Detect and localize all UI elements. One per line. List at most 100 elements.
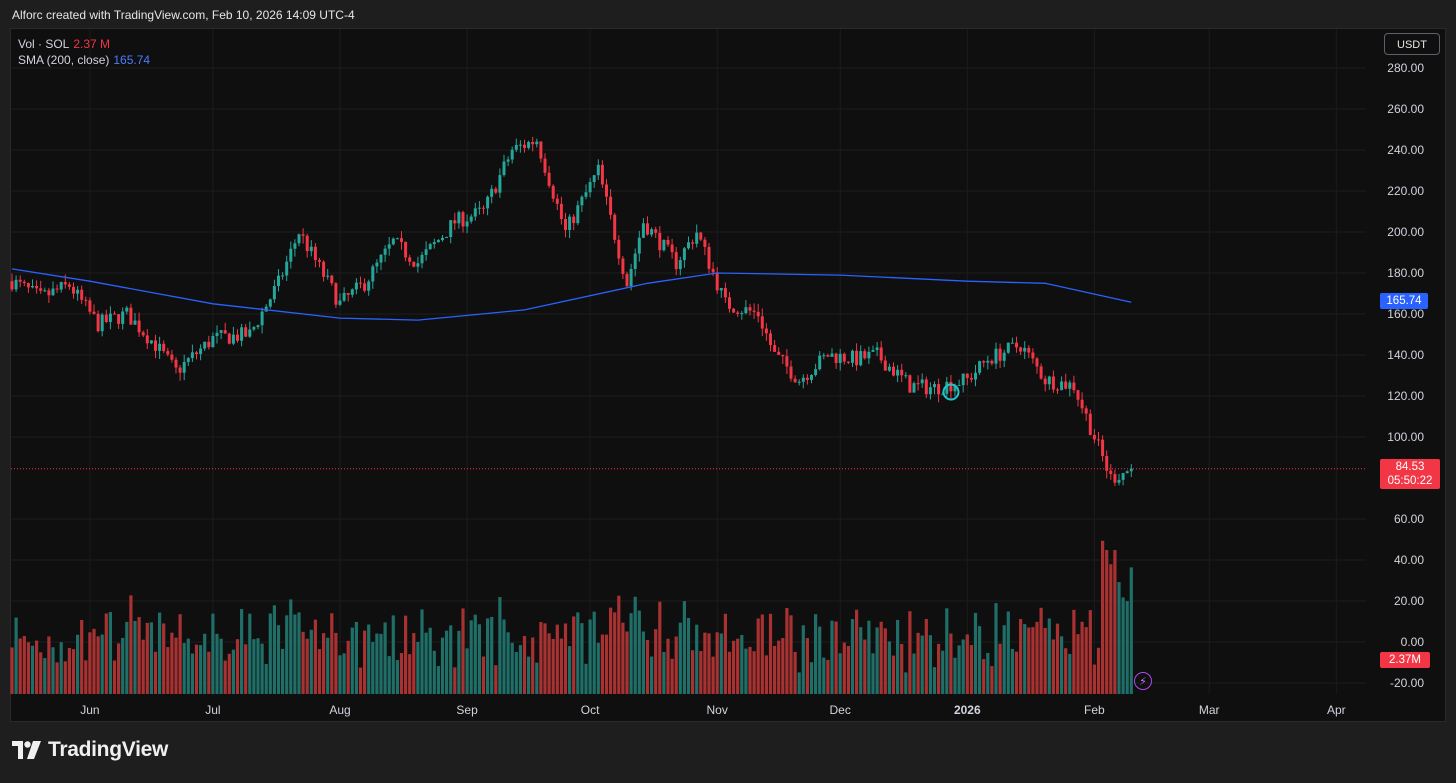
volume-bar <box>678 622 682 694</box>
candle-body <box>711 268 715 273</box>
candle-body <box>441 237 444 241</box>
volume-bar <box>842 642 846 694</box>
volume-bar <box>125 621 129 694</box>
volume-bar <box>248 613 252 694</box>
candle-body <box>555 198 559 204</box>
candle-body <box>35 285 39 289</box>
volume-bar <box>875 627 879 694</box>
volume-bar <box>272 605 276 694</box>
candles <box>10 136 1133 487</box>
candle-body <box>986 360 990 363</box>
volume-bar <box>338 655 342 694</box>
candle-body <box>1109 470 1113 475</box>
candle-body <box>252 327 256 330</box>
candle-body <box>272 286 276 300</box>
candle-body <box>912 383 916 393</box>
candle-body <box>432 242 436 245</box>
candle-body <box>773 345 777 352</box>
volume-bar <box>518 645 522 694</box>
volume-bar <box>375 633 379 694</box>
candle-body <box>1064 381 1068 389</box>
volume-bar <box>629 613 633 694</box>
candle-body <box>842 353 846 362</box>
lightning-icon[interactable]: ⚡ <box>1134 672 1152 690</box>
volume-bar <box>1064 648 1068 694</box>
candle-body <box>486 196 490 209</box>
volume-bar <box>428 627 432 694</box>
volume-bar <box>416 641 420 694</box>
volume-bar <box>768 613 773 694</box>
volume-bar <box>424 632 428 694</box>
candle-body <box>277 275 280 287</box>
candle-body <box>1035 358 1039 367</box>
chart-pane[interactable] <box>10 28 1446 722</box>
candle-body <box>268 299 272 307</box>
volume-bar <box>514 651 518 694</box>
candle-body <box>145 335 149 344</box>
volume-bar <box>1101 540 1105 694</box>
volume-bar <box>1072 609 1076 694</box>
volume-bar <box>240 609 244 694</box>
candle-body <box>137 320 141 333</box>
volume-bar <box>461 608 465 694</box>
volume-bar <box>408 654 412 694</box>
volume-bar <box>580 623 584 694</box>
candle-body <box>482 207 485 209</box>
candle-body <box>937 384 941 395</box>
candle-body <box>342 292 346 301</box>
candle-body <box>769 333 772 346</box>
volume-bar <box>383 622 387 694</box>
candle-body <box>1088 413 1092 435</box>
volume-bar <box>932 667 937 694</box>
volume-bar <box>276 625 281 694</box>
currency-button[interactable]: USDT <box>1384 33 1440 55</box>
candle-body <box>908 375 912 393</box>
volume-bar <box>871 653 875 694</box>
volume-bar <box>502 619 506 694</box>
candle-body <box>379 254 383 263</box>
candle-body <box>297 234 301 244</box>
candle-body <box>580 196 584 206</box>
volume-bar <box>785 607 789 694</box>
volume-bar <box>900 643 904 694</box>
volume-bar <box>686 617 691 694</box>
candle-body <box>408 257 412 262</box>
candle-body <box>781 354 785 357</box>
candle-body <box>63 282 67 285</box>
candle-body <box>1068 382 1072 389</box>
volume-bar <box>342 653 346 694</box>
candle-body <box>576 205 580 224</box>
candle-body <box>539 141 543 159</box>
volume-bar <box>363 630 367 694</box>
volume-bar <box>281 648 285 694</box>
volume-bar <box>773 645 777 694</box>
volume-bar <box>949 633 953 694</box>
volume-bar <box>555 624 559 694</box>
candle-body <box>424 249 428 255</box>
volume-bar <box>682 601 686 694</box>
time-tick-label: Mar <box>1199 703 1220 717</box>
volume-bar <box>896 619 900 694</box>
sma-price-tag: 165.74 <box>1380 293 1428 309</box>
volume-bar <box>1125 601 1129 694</box>
volume-bar <box>43 658 47 694</box>
volume-bar <box>141 639 145 694</box>
volume-bar <box>1010 648 1014 694</box>
price-tick-label: 20.00 <box>1394 594 1424 608</box>
candle-body <box>1019 347 1023 352</box>
volume-bar <box>412 633 416 694</box>
candle-body <box>892 366 895 376</box>
candle-body <box>715 272 719 291</box>
candle-body <box>777 351 781 355</box>
volume-bar <box>494 665 498 694</box>
candle-body <box>953 385 957 392</box>
candle-body <box>494 188 498 193</box>
candle-body <box>1039 366 1043 379</box>
candle-body <box>166 351 170 355</box>
candle-body <box>1129 468 1133 472</box>
volume-bar <box>584 663 588 694</box>
volume-bar <box>1019 619 1023 694</box>
candle-body <box>26 283 30 288</box>
volume-bar <box>350 627 354 694</box>
